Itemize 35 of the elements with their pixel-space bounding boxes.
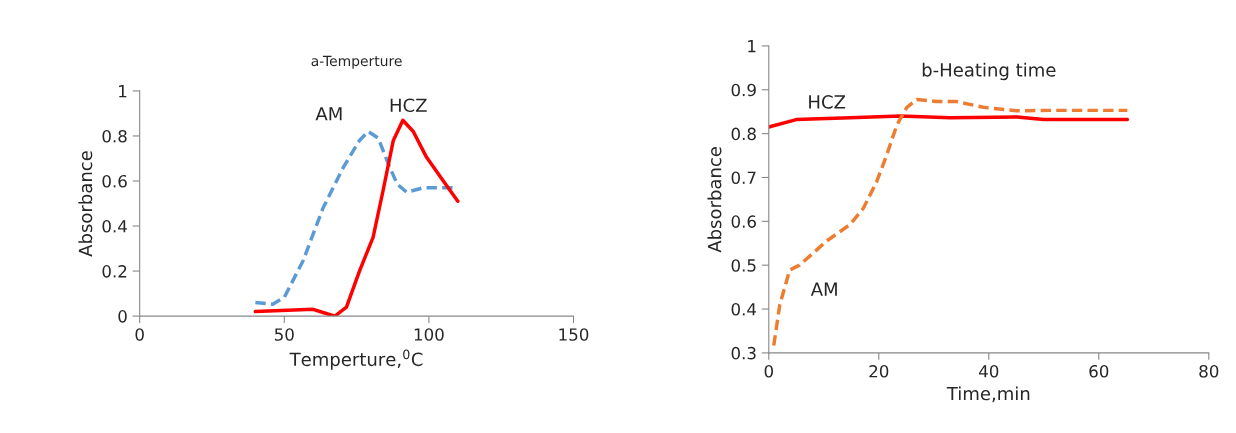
x-tick-label: 150 — [559, 328, 589, 341]
annotation: AM — [315, 107, 342, 121]
annotation: HCZ — [809, 95, 846, 109]
x-tick-label: 60 — [1089, 364, 1109, 378]
y-tick-label: 0 — [118, 310, 127, 323]
annotation: AM — [810, 282, 837, 296]
y-axis-title: Absorbance — [707, 147, 722, 253]
x-tick-label: 20 — [869, 364, 889, 378]
x-axis-title: Time,min — [946, 386, 1030, 403]
y-tick-label: 1 — [748, 40, 756, 53]
y-tick-label: 1 — [119, 85, 127, 98]
y-tick-label: 0.4 — [102, 219, 127, 233]
x-tick-label: 80 — [1199, 364, 1219, 378]
x-tick-label: 0 — [135, 328, 144, 341]
y-axis-title: Absorbance — [78, 151, 93, 257]
x-tick-label: 50 — [274, 328, 294, 341]
annotation: HCZ — [390, 98, 427, 113]
y-tick-label: 0.4 — [731, 303, 757, 316]
y-tick-label: 0.7 — [731, 171, 756, 185]
y-tick-label: 0.5 — [731, 259, 756, 272]
y-tick-label: 0.9 — [731, 83, 756, 97]
x-tick-label: 40 — [979, 364, 999, 378]
x-tick-label: 0 — [764, 364, 773, 378]
y-tick-label: 0.6 — [731, 215, 756, 228]
text: b-Heating time — [922, 62, 1056, 81]
y-tick-label: 0.8 — [102, 129, 127, 143]
y-tick-label: 0.2 — [102, 265, 127, 278]
y-tick-label: 0.6 — [102, 174, 127, 188]
line-series — [772, 97, 1130, 348]
line-series — [768, 114, 1130, 129]
y-tick-label: 0.8 — [731, 127, 756, 141]
chart-title: a-Temperture — [311, 55, 402, 69]
x-tick-label: 100 — [414, 328, 444, 341]
y-tick-label: 0.3 — [731, 346, 756, 360]
x-axis-title: Temperture,$^{0}$C — [289, 349, 423, 370]
